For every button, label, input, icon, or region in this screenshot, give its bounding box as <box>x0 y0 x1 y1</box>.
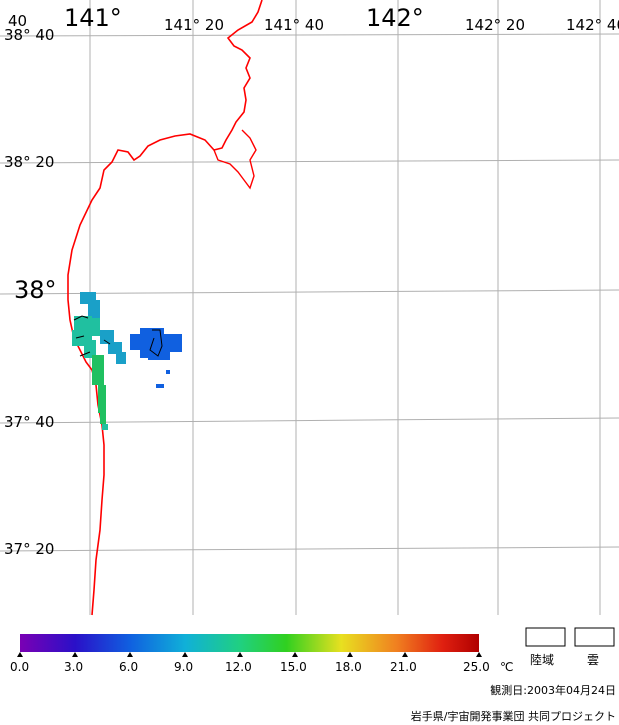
color-bar-tick-label: 3.0 <box>64 660 83 674</box>
lon-label: 142° 20 <box>465 16 525 34</box>
lon-label: 141° <box>64 4 122 32</box>
observation-date: 観測日:2003年04月24日 <box>490 683 616 697</box>
color-bar-tick-label: 15.0 <box>280 660 307 674</box>
color-bar-tick-label: 0.0 <box>10 660 29 674</box>
lat-label: 38° 40 <box>4 26 54 44</box>
sst-pixels <box>72 292 182 430</box>
cloud-label: 雲 <box>587 653 599 667</box>
land-swatch <box>525 627 566 647</box>
color-bar-tick-label: 21.0 <box>390 660 417 674</box>
lat-label: 37° 40 <box>4 413 54 431</box>
color-bar-tick-label: 12.0 <box>225 660 252 674</box>
color-bar-tick-label: 6.0 <box>119 660 138 674</box>
lon-label: 142° <box>366 4 424 32</box>
color-bar-tick-label: 18.0 <box>335 660 362 674</box>
unit-label: ℃ <box>500 660 513 674</box>
color-bar-tick-label: 25.0 <box>463 660 490 674</box>
region-outline <box>73 315 163 357</box>
lat-label: 37° 20 <box>4 540 54 558</box>
graticule <box>0 0 619 615</box>
coastline <box>67 0 263 616</box>
credit-text: 岩手県/宇宙開発事業団 共同プロジェクト <box>411 709 616 723</box>
lat-label: 38° <box>14 276 57 304</box>
coastline-detail <box>213 129 257 190</box>
color-bar-tick-label: 9.0 <box>174 660 193 674</box>
lat-label: 38° 20 <box>4 153 54 171</box>
color-bar-ticks <box>17 652 482 657</box>
lon-label: 141° 40 <box>264 16 324 34</box>
land-label: 陸域 <box>530 653 554 667</box>
color-bar <box>20 634 479 652</box>
lon-label: 141° 20 <box>164 16 224 34</box>
lon-label: 142° 40 <box>566 16 619 34</box>
lon-label-left-cut: 40 <box>8 12 27 30</box>
cloud-swatch <box>574 627 615 647</box>
